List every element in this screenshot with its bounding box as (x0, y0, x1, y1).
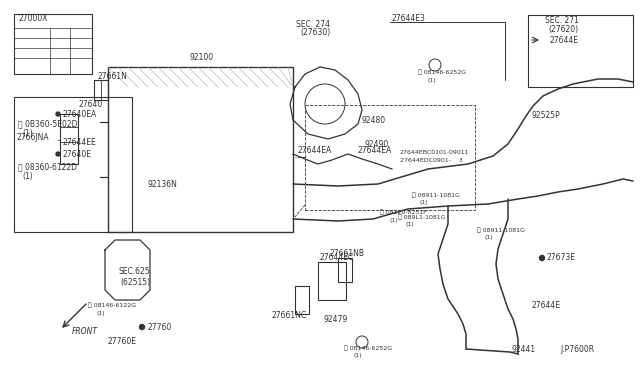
Text: Ⓝ 089L1-1081G: Ⓝ 089L1-1081G (398, 214, 445, 220)
Text: 27644EA: 27644EA (358, 145, 392, 154)
Text: 2766JNA: 2766JNA (16, 132, 49, 141)
Text: 92100: 92100 (190, 52, 214, 61)
Text: 27644EA: 27644EA (298, 145, 332, 154)
Text: (1): (1) (406, 221, 415, 227)
Text: Ⓑ 08146-6122G: Ⓑ 08146-6122G (88, 302, 136, 308)
Text: 27644EC: 27644EC (320, 253, 355, 262)
Text: 92525P: 92525P (532, 110, 561, 119)
Text: FRONT: FRONT (72, 327, 98, 337)
Text: 27644E: 27644E (550, 35, 579, 45)
Text: 27661NC: 27661NC (272, 311, 307, 321)
Bar (295, 286, 309, 314)
Text: J.P7600R: J.P7600R (560, 346, 594, 355)
Circle shape (140, 324, 145, 330)
Text: Ⓝ 08911-1081G: Ⓝ 08911-1081G (412, 192, 460, 198)
Text: (1): (1) (428, 77, 436, 83)
Text: Ⓑ 08146-6252G: Ⓑ 08146-6252G (418, 69, 466, 75)
Bar (305, 105, 475, 210)
Text: SEC. 274: SEC. 274 (296, 19, 330, 29)
Text: 27000X: 27000X (18, 13, 47, 22)
Text: (1): (1) (390, 218, 399, 222)
Text: 27673E: 27673E (547, 253, 576, 263)
Text: 27640E: 27640E (62, 150, 91, 158)
Text: Ⓢ 0B360-5E02D: Ⓢ 0B360-5E02D (18, 119, 77, 128)
Text: SEC.625: SEC.625 (118, 267, 150, 276)
Text: 27640: 27640 (78, 99, 102, 109)
Text: 92480: 92480 (362, 115, 386, 125)
Text: 27661N: 27661N (97, 71, 127, 80)
Text: (1): (1) (22, 171, 33, 180)
Text: (1): (1) (22, 128, 33, 138)
Text: (1): (1) (354, 353, 363, 357)
Text: 92136N: 92136N (148, 180, 178, 189)
Circle shape (540, 256, 545, 260)
Bar (14, 14, 92, 74)
Text: (1): (1) (96, 311, 104, 315)
Text: 27644E: 27644E (532, 301, 561, 310)
Text: 92490: 92490 (365, 140, 389, 148)
Bar (14, 97, 132, 232)
Text: 27644E3: 27644E3 (392, 13, 426, 22)
Text: Ⓢ 08360-6122D: Ⓢ 08360-6122D (18, 163, 77, 171)
Text: (27630): (27630) (300, 28, 330, 36)
Text: 92479: 92479 (324, 315, 348, 324)
Bar (108, 67, 293, 232)
Text: (1): (1) (420, 199, 429, 205)
Text: (1): (1) (485, 234, 493, 240)
Bar (60, 114, 78, 164)
Text: 27644EE: 27644EE (62, 138, 96, 147)
Text: Ⓑ 08146-6252G: Ⓑ 08146-6252G (344, 345, 392, 351)
Circle shape (56, 152, 60, 156)
Circle shape (56, 112, 60, 116)
Text: 27760: 27760 (147, 323, 172, 331)
Bar (318, 262, 346, 300)
Bar (338, 258, 352, 282)
Text: 92441: 92441 (512, 346, 536, 355)
Text: 27640EA: 27640EA (62, 109, 96, 119)
Text: Ⓝ 08911-1081G: Ⓝ 08911-1081G (477, 227, 525, 233)
Text: SEC. 271: SEC. 271 (545, 16, 579, 25)
Text: 27644EBC0101-09011: 27644EBC0101-09011 (400, 150, 470, 154)
Text: 27760E: 27760E (107, 337, 136, 346)
Bar (528, 15, 633, 87)
Text: 27644EDC0901-    3: 27644EDC0901- 3 (400, 157, 463, 163)
Text: (62515): (62515) (120, 278, 150, 286)
Text: Ⓑ 08120-8251F: Ⓑ 08120-8251F (380, 209, 427, 215)
Text: 27661NB: 27661NB (330, 250, 365, 259)
Bar (94, 80, 108, 100)
Text: (27620): (27620) (548, 25, 578, 33)
